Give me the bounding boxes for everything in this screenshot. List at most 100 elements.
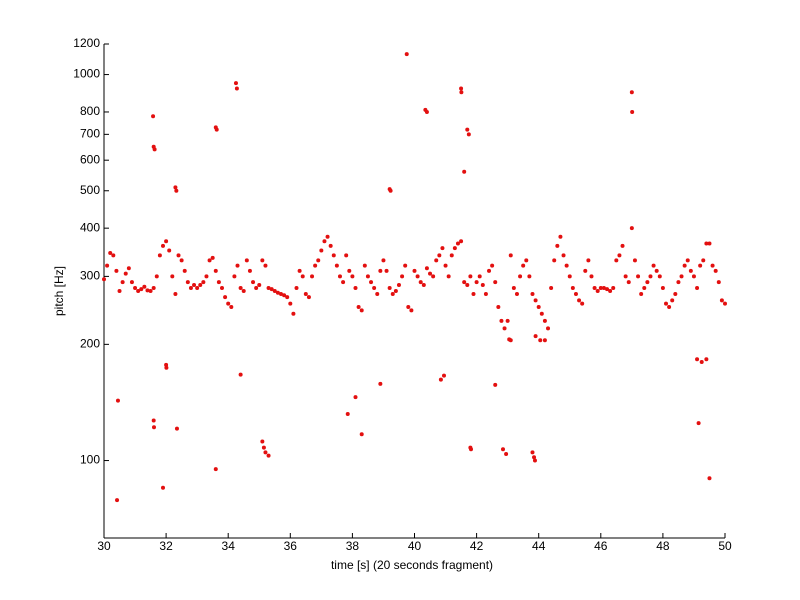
point <box>713 268 718 273</box>
point <box>434 258 439 263</box>
y-tick-label: 800 <box>80 104 100 118</box>
point <box>359 432 364 437</box>
point <box>235 263 240 268</box>
point <box>483 292 488 297</box>
point <box>532 455 537 460</box>
point <box>300 274 305 279</box>
point <box>514 292 519 297</box>
point <box>151 285 156 290</box>
point <box>695 285 700 290</box>
point <box>521 263 526 268</box>
point <box>353 395 358 400</box>
point <box>214 127 219 132</box>
x-tick-label: 38 <box>346 539 360 553</box>
point <box>459 239 464 244</box>
y-tick-label: 500 <box>80 183 100 197</box>
x-tick-label: 40 <box>408 539 422 553</box>
point <box>660 285 665 290</box>
point <box>716 280 721 285</box>
point <box>316 258 321 263</box>
point <box>263 263 268 268</box>
point <box>195 285 200 290</box>
point <box>325 234 330 239</box>
point <box>188 285 193 290</box>
point <box>234 86 239 91</box>
point <box>527 274 532 279</box>
point <box>424 266 429 271</box>
point <box>707 476 712 481</box>
point <box>415 274 420 279</box>
point <box>490 263 495 268</box>
point <box>465 282 470 287</box>
point <box>664 301 669 306</box>
point <box>524 258 529 263</box>
point <box>466 132 471 137</box>
point <box>356 304 361 309</box>
point <box>114 268 119 273</box>
point <box>704 241 709 246</box>
point <box>378 381 383 386</box>
point <box>213 467 218 472</box>
point <box>403 263 408 268</box>
point <box>216 280 221 285</box>
point <box>465 127 470 132</box>
point <box>151 114 156 119</box>
point <box>173 185 178 190</box>
point <box>390 292 395 297</box>
point <box>278 292 283 297</box>
point <box>536 304 541 309</box>
point <box>275 290 280 295</box>
y-tick-label: 200 <box>80 337 100 351</box>
point <box>148 288 153 293</box>
point <box>673 292 678 297</box>
point <box>710 263 715 268</box>
point <box>120 280 125 285</box>
point <box>573 292 578 297</box>
point <box>629 226 634 231</box>
y-tick-label: 700 <box>80 127 100 141</box>
point <box>160 243 165 248</box>
x-tick-label: 30 <box>97 539 111 553</box>
point <box>152 147 157 152</box>
point <box>257 282 262 287</box>
point <box>251 280 256 285</box>
point <box>409 308 414 313</box>
point <box>244 258 249 263</box>
point <box>347 268 352 273</box>
x-tick-label: 34 <box>222 539 236 553</box>
point <box>176 253 181 258</box>
point <box>723 301 727 306</box>
point <box>254 285 259 290</box>
point <box>404 52 409 57</box>
point <box>294 285 299 290</box>
point <box>605 287 610 292</box>
point <box>328 243 333 248</box>
point <box>174 188 179 193</box>
point <box>111 253 116 258</box>
point <box>182 268 187 273</box>
point <box>174 426 179 431</box>
point <box>614 258 619 263</box>
point <box>341 280 346 285</box>
point <box>266 285 271 290</box>
point <box>359 308 364 313</box>
point <box>532 458 537 463</box>
point <box>142 284 147 289</box>
point <box>412 268 417 273</box>
point <box>701 258 706 263</box>
point <box>362 263 367 268</box>
point <box>608 288 613 293</box>
y-tick-label: 300 <box>80 269 100 283</box>
point <box>126 266 131 271</box>
point <box>477 274 482 279</box>
point <box>393 288 398 293</box>
point <box>449 253 454 258</box>
point <box>164 239 169 244</box>
point <box>651 263 656 268</box>
point <box>192 282 197 287</box>
point <box>331 253 336 258</box>
point <box>266 453 271 458</box>
point <box>552 258 557 263</box>
point <box>696 421 701 426</box>
point <box>210 255 215 260</box>
